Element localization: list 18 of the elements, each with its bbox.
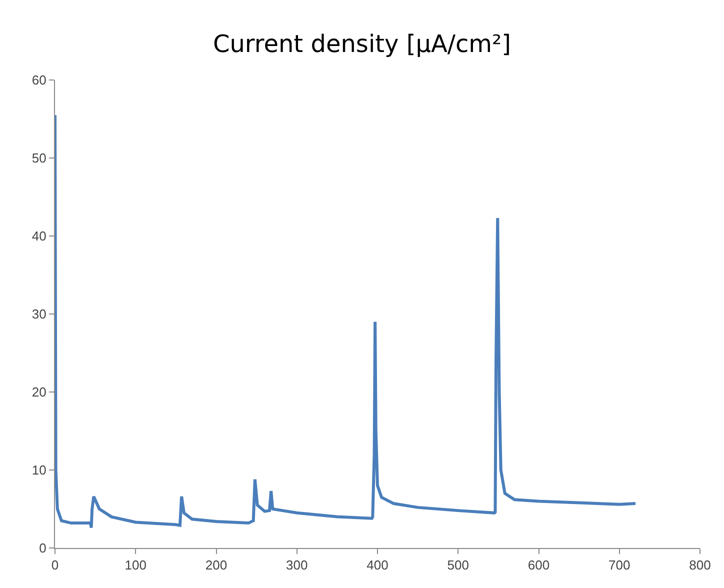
y-tick-label: 60 bbox=[32, 72, 46, 88]
x-tick-label: 500 bbox=[447, 558, 469, 573]
x-tick-label: 100 bbox=[124, 558, 146, 573]
x-tick-label: 800 bbox=[689, 558, 711, 573]
x-tick-label: 600 bbox=[528, 558, 550, 573]
y-tick-label: 0 bbox=[39, 540, 46, 556]
x-tick-label: 0 bbox=[51, 558, 59, 573]
y-tick-label: 40 bbox=[32, 228, 46, 244]
y-tick-label: 50 bbox=[32, 150, 46, 166]
x-tick-label: 400 bbox=[366, 558, 388, 573]
x-tick-label: 700 bbox=[608, 558, 630, 573]
x-tick-label: 200 bbox=[205, 558, 228, 573]
chart-title: Current density [µA/cm²] bbox=[212, 30, 512, 58]
line-series bbox=[55, 114, 637, 530]
x-tick-label: 300 bbox=[286, 558, 308, 573]
y-tick-label: 10 bbox=[32, 462, 46, 478]
y-tick-label: 20 bbox=[32, 384, 46, 400]
y-tick-label: 30 bbox=[32, 306, 46, 322]
